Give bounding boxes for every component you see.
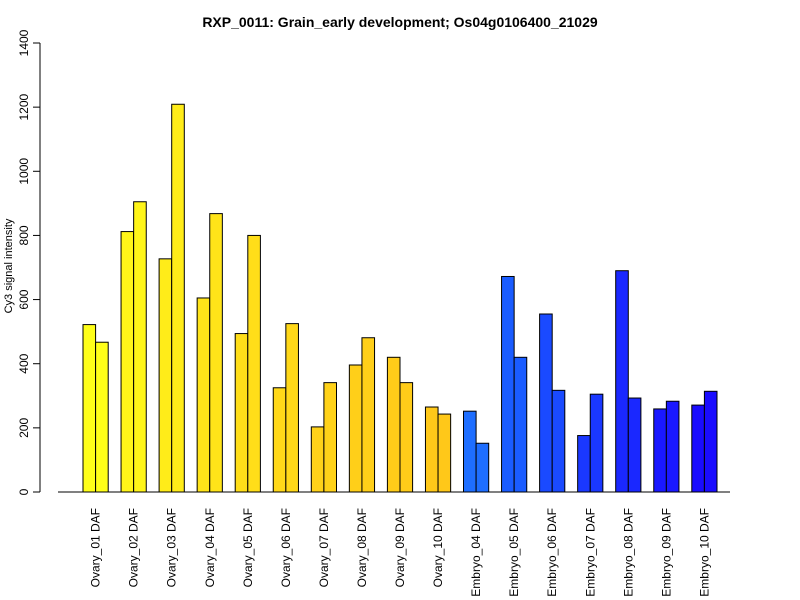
bar <box>234 333 249 493</box>
y-tick-label: 600 <box>17 289 31 309</box>
y-tick-label: 1000 <box>17 158 31 185</box>
x-tick-label: Ovary_01 DAF <box>89 508 103 587</box>
bar <box>665 400 680 493</box>
x-tick-label: Embryo_08 DAF <box>621 508 635 597</box>
bar <box>703 390 718 493</box>
x-tick-label: Embryo_10 DAF <box>697 508 711 597</box>
bar <box>171 103 185 493</box>
y-tick-label: 1200 <box>17 93 31 120</box>
y-tick-label: 400 <box>17 353 31 373</box>
x-tick-label: Ovary_02 DAF <box>127 508 141 587</box>
x-tick-label: Ovary_08 DAF <box>355 508 369 587</box>
x-tick-label: Ovary_04 DAF <box>203 508 217 587</box>
bar <box>437 413 452 493</box>
bar <box>272 387 287 493</box>
chart-title: RXP_0011: Grain_early development; Os04g… <box>202 14 598 30</box>
y-axis: 0 200 400 600 800 1000 1200 1400 <box>17 29 41 495</box>
x-tick-label: Ovary_05 DAF <box>241 508 255 587</box>
bar <box>209 213 223 493</box>
y-tick-label: 0 <box>17 488 31 495</box>
bar <box>95 341 109 493</box>
y-axis-label: Cy3 signal intensity <box>3 218 15 313</box>
bar <box>361 337 376 493</box>
bar <box>627 397 642 493</box>
x-tick-label: Ovary_03 DAF <box>165 508 179 587</box>
bar <box>310 426 325 493</box>
bar <box>323 382 337 493</box>
x-tick-label: Embryo_04 DAF <box>469 508 483 597</box>
x-tick-label: Ovary_07 DAF <box>317 508 331 587</box>
bar <box>82 324 97 493</box>
bar <box>424 406 439 493</box>
x-tick-label: Ovary_06 DAF <box>279 508 293 587</box>
bar <box>513 356 528 493</box>
bar <box>539 313 553 493</box>
bar <box>158 258 173 493</box>
bar <box>577 435 591 493</box>
y-tick-label: 200 <box>17 418 31 438</box>
bar <box>475 442 490 493</box>
bar <box>133 201 147 493</box>
bar <box>615 270 629 493</box>
bar <box>120 231 135 493</box>
bar <box>348 364 363 493</box>
x-tick-label: Embryo_07 DAF <box>583 508 597 597</box>
x-tick-label: Ovary_10 DAF <box>431 508 445 587</box>
bar <box>285 323 299 493</box>
bar <box>691 404 705 493</box>
bar <box>653 408 667 493</box>
x-tick-label: Embryo_06 DAF <box>545 508 559 597</box>
x-tick-label: Embryo_05 DAF <box>507 508 521 597</box>
bar <box>463 410 477 493</box>
x-tick-labels: Ovary_01 DAF Ovary_02 DAF Ovary_03 DAF Ovar… <box>89 508 712 597</box>
bar <box>247 234 261 493</box>
y-tick-label: 800 <box>17 225 31 245</box>
bars <box>82 103 718 493</box>
bar <box>386 356 401 493</box>
bar <box>196 297 211 493</box>
bar <box>399 382 414 493</box>
bar <box>551 389 566 493</box>
x-tick-label: Ovary_09 DAF <box>393 508 407 587</box>
x-tick-label: Embryo_09 DAF <box>659 508 673 597</box>
y-tick-label: 1400 <box>17 29 31 56</box>
bar <box>589 393 604 493</box>
bar <box>501 275 515 493</box>
